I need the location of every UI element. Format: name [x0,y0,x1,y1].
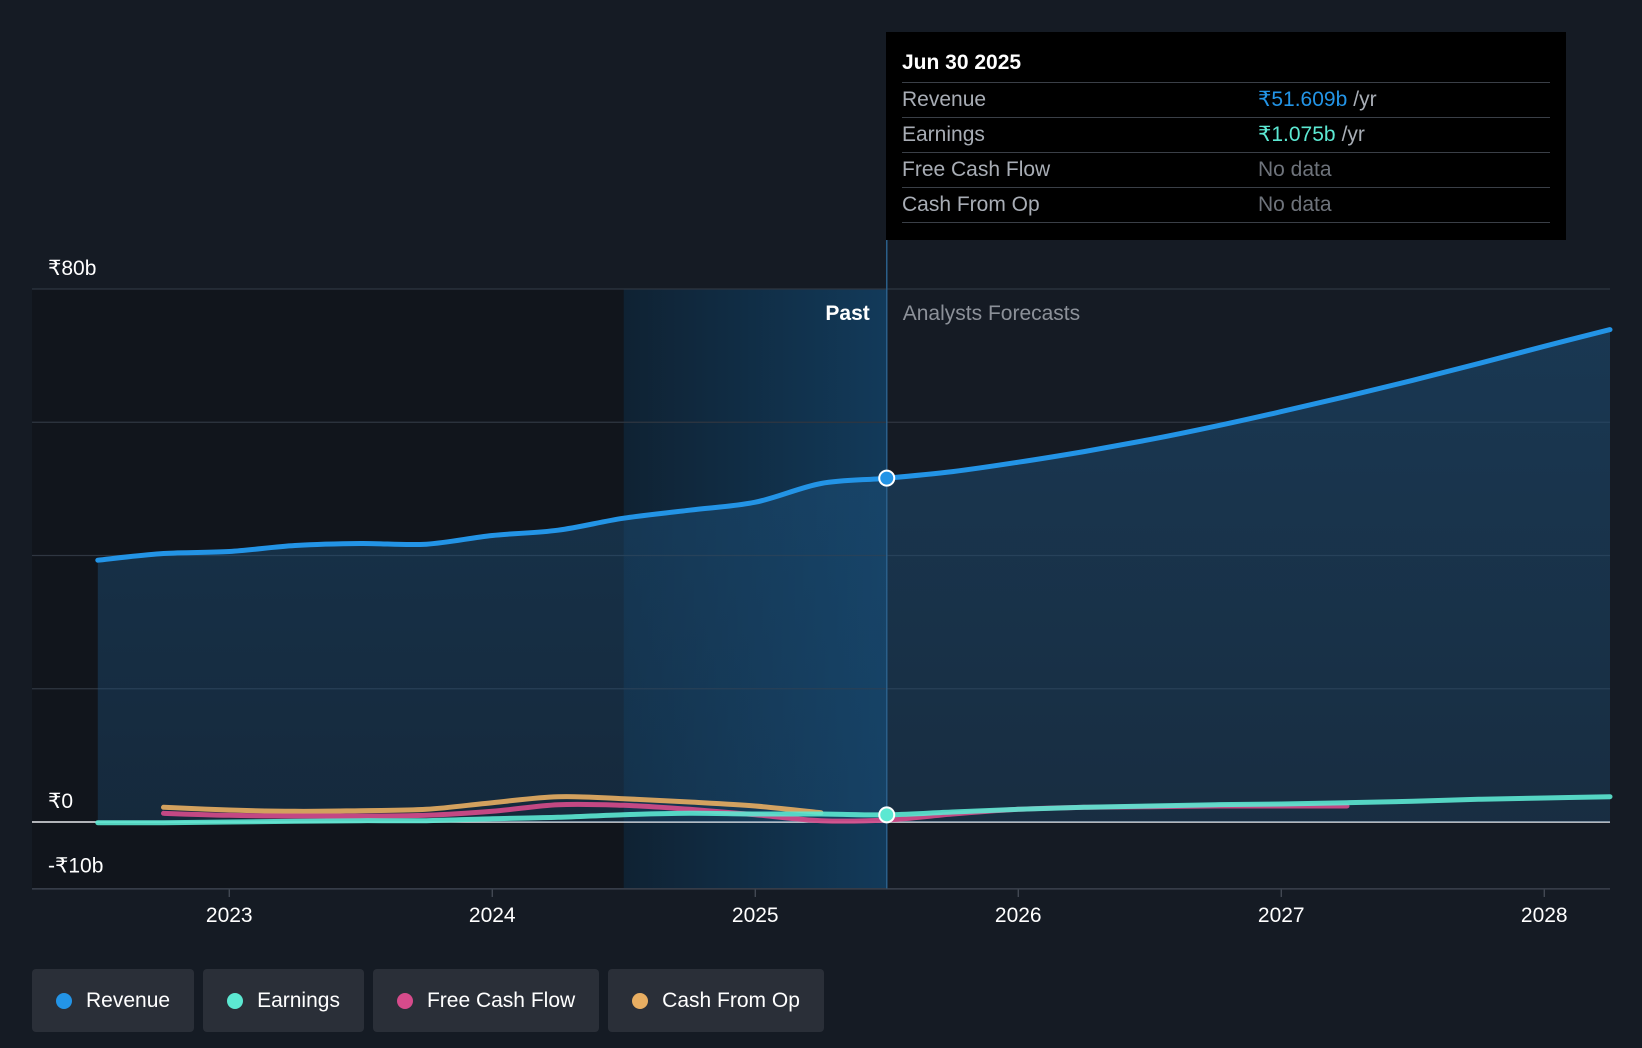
y-tick-label: -₹10b [48,855,103,878]
tooltip: Jun 30 2025 Revenue ₹51.609b /yr Earning… [886,32,1566,240]
tooltip-unit: /yr [1353,88,1377,111]
tooltip-value: No data [1258,193,1332,216]
y-tick-label: ₹80b [48,257,96,280]
legend-dot-icon [632,992,649,1009]
tooltip-value: No data [1258,158,1332,181]
legend-item-free-cash-flow[interactable]: Free Cash Flow [372,969,600,1032]
y-tick-label: ₹0 [48,790,73,813]
legend-dot-icon [227,992,244,1009]
revenue-area [97,329,1610,822]
tooltip-label: Free Cash Flow [902,158,1051,181]
x-tick-label: 2028 [1521,904,1568,927]
tooltip-row-earnings: Earnings ₹1.075b /yr [902,118,1550,153]
series-line-revenue [95,327,1613,563]
legend: Revenue Earnings Free Cash Flow Cash Fro… [32,969,824,1032]
legend-label: Revenue [86,988,171,1012]
tooltip-value: ₹1.075b [1258,123,1336,146]
tooltip-value: ₹51.609b [1258,88,1348,111]
tooltip-date: Jun 30 2025 [902,44,1550,83]
series-line-earnings [95,794,1613,826]
forecast-label: Analysts Forecasts [903,302,1080,325]
legend-label: Free Cash Flow [426,988,576,1012]
series-line-cash-from-op [161,794,824,816]
tooltip-unit: /yr [1341,123,1365,146]
legend-item-revenue[interactable]: Revenue [32,969,195,1032]
x-tick-label: 2023 [206,904,253,927]
x-tick-label: 2025 [732,904,779,927]
legend-dot-icon [56,992,72,1009]
x-tick-label: 2027 [1258,904,1305,927]
legend-item-earnings[interactable]: Earnings [203,969,364,1032]
past-label: Past [825,302,869,325]
tooltip-row-revenue: Revenue ₹51.609b /yr [902,83,1550,118]
legend-item-cash-from-op[interactable]: Cash From Op [608,969,824,1032]
tooltip-row-cash-from-op: Cash From Op No data [902,188,1550,223]
tooltip-row-free-cash-flow: Free Cash Flow No data [902,153,1550,188]
legend-dot-icon [396,992,413,1009]
tooltip-label: Revenue [902,88,987,111]
tooltip-label: Earnings [902,123,985,146]
x-tick-label: 2026 [995,904,1042,927]
legend-label: Cash From Op [662,988,800,1012]
marker-earnings [878,806,896,824]
tooltip-label: Cash From Op [902,193,1040,216]
x-tick-label: 2024 [469,904,516,927]
marker-revenue [878,469,896,487]
legend-label: Earnings [257,988,340,1012]
